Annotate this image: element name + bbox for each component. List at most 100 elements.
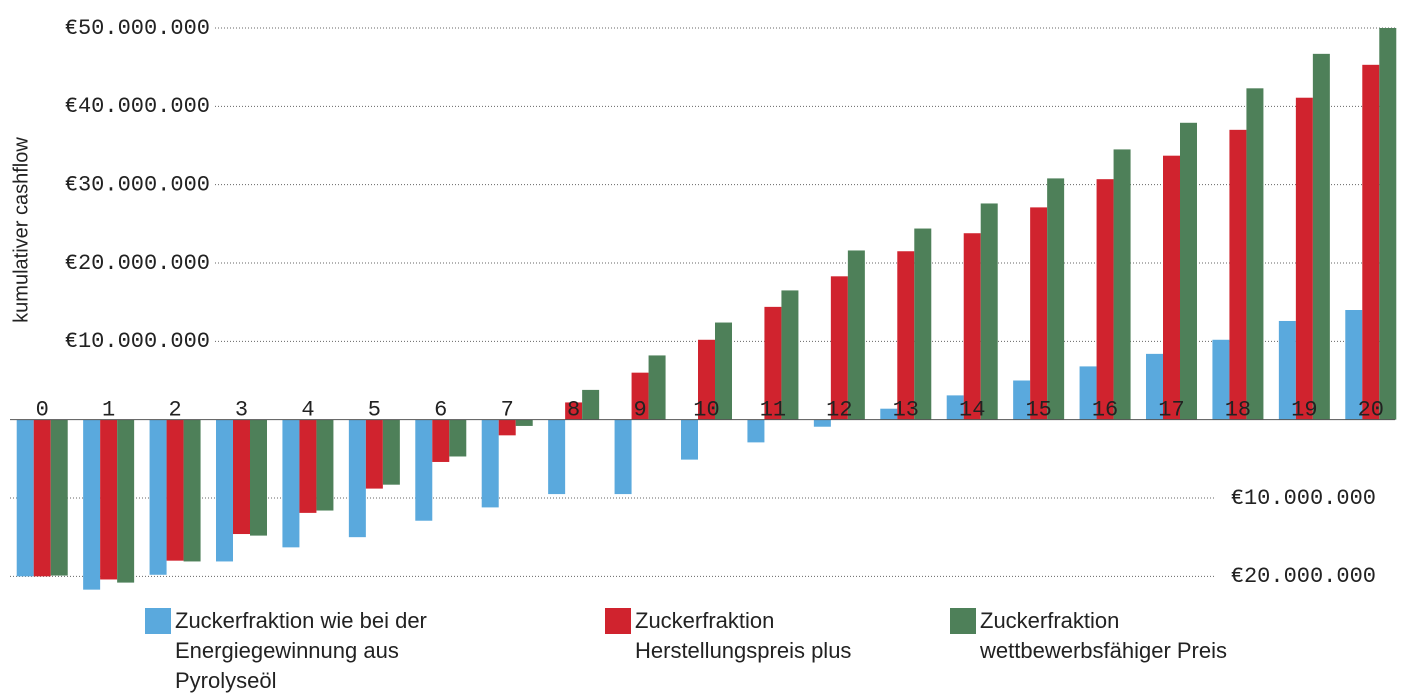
x-tick-label: 3 bbox=[235, 397, 248, 422]
bar bbox=[1362, 64, 1380, 420]
bar bbox=[515, 419, 533, 426]
y-tick-label: €10.000.000 bbox=[1231, 486, 1376, 511]
legend-swatch bbox=[605, 608, 631, 634]
bar bbox=[1146, 353, 1163, 420]
bar bbox=[631, 372, 649, 420]
bar bbox=[1079, 366, 1097, 420]
bar bbox=[880, 408, 898, 420]
legend-swatch bbox=[950, 608, 976, 634]
bar bbox=[432, 419, 450, 462]
bar bbox=[1030, 207, 1048, 420]
bar bbox=[1113, 149, 1131, 420]
bar bbox=[1312, 53, 1330, 420]
bar bbox=[897, 251, 915, 420]
bar bbox=[1212, 339, 1230, 420]
bar bbox=[914, 228, 932, 420]
y-tick-label: €40.000.000 bbox=[65, 94, 210, 119]
bar bbox=[282, 419, 300, 548]
bar bbox=[481, 419, 499, 508]
bar bbox=[183, 419, 201, 562]
bar bbox=[1180, 122, 1197, 420]
y-tick-label: €50.000.000 bbox=[65, 16, 210, 41]
bar bbox=[946, 395, 964, 420]
legend-swatch bbox=[145, 608, 171, 634]
y-tick-label: €10.000.000 bbox=[65, 329, 210, 354]
legend-item: Zuckerfraktion wie bei der Energiegewinn… bbox=[145, 606, 475, 696]
bar bbox=[1013, 380, 1031, 420]
x-tick-label: 2 bbox=[168, 397, 181, 422]
bar bbox=[548, 419, 566, 495]
y-tick-label: €30.000.000 bbox=[65, 172, 210, 197]
x-tick-label: 18 bbox=[1225, 397, 1251, 422]
y-tick-label: €20.000.000 bbox=[1231, 564, 1376, 589]
bar bbox=[963, 233, 981, 420]
x-tick-label: 8 bbox=[567, 397, 580, 422]
x-tick-label: 1 bbox=[102, 397, 115, 422]
bar bbox=[100, 419, 118, 580]
x-tick-label: 16 bbox=[1092, 397, 1118, 422]
bar bbox=[698, 339, 715, 420]
bar bbox=[648, 355, 666, 420]
y-tick-label: €20.000.000 bbox=[65, 251, 210, 276]
bar bbox=[781, 290, 799, 420]
x-tick-label: 10 bbox=[693, 397, 719, 422]
x-tick-label: 9 bbox=[633, 397, 646, 422]
legend-label: Zuckerfraktion wettbewerbsfähiger Preis bbox=[980, 608, 1228, 663]
bar bbox=[216, 419, 233, 562]
x-tick-label: 20 bbox=[1358, 397, 1384, 422]
bar bbox=[149, 419, 167, 575]
bar bbox=[1246, 88, 1264, 420]
x-tick-label: 5 bbox=[368, 397, 381, 422]
legend-item: Zuckerfraktion Herstellungspreis plus bbox=[605, 606, 935, 666]
bar bbox=[1278, 320, 1296, 420]
x-tick-label: 19 bbox=[1291, 397, 1317, 422]
bar bbox=[415, 419, 433, 521]
x-tick-label: 7 bbox=[501, 397, 514, 422]
bar bbox=[299, 419, 317, 513]
x-tick-label: 6 bbox=[434, 397, 447, 422]
bar bbox=[715, 322, 732, 420]
bar bbox=[1229, 129, 1247, 420]
chart: kumulativer cashflow €20.000.000 €10.000.… bbox=[10, 16, 1397, 590]
bar bbox=[980, 203, 998, 420]
bar bbox=[614, 419, 632, 495]
bar bbox=[764, 306, 782, 420]
bar bbox=[117, 419, 135, 583]
x-tick-label: 15 bbox=[1025, 397, 1051, 422]
bar bbox=[498, 419, 516, 436]
bar bbox=[316, 419, 334, 511]
x-tick-label: 17 bbox=[1158, 397, 1184, 422]
bar bbox=[1345, 310, 1363, 420]
y-axis-label: kumulativer cashflow bbox=[10, 137, 32, 323]
bar bbox=[1047, 178, 1065, 420]
bar bbox=[582, 389, 600, 420]
bar bbox=[348, 419, 366, 538]
bar bbox=[83, 419, 101, 590]
bar bbox=[382, 419, 400, 485]
bar bbox=[565, 402, 583, 420]
bar bbox=[830, 276, 848, 420]
bar bbox=[50, 419, 68, 576]
bar bbox=[847, 250, 865, 420]
bar bbox=[365, 419, 383, 489]
bar bbox=[1096, 179, 1114, 420]
x-tick-label: 12 bbox=[826, 397, 852, 422]
bar bbox=[747, 419, 765, 443]
x-tick-label: 13 bbox=[893, 397, 919, 422]
bar bbox=[1295, 97, 1313, 420]
bar bbox=[233, 419, 250, 535]
page: {"chart_data": {"type": "bar", "y_label"… bbox=[10, 15, 1397, 693]
bar bbox=[33, 419, 51, 577]
x-tick-label: 11 bbox=[760, 397, 786, 422]
bar bbox=[16, 419, 34, 577]
bar bbox=[250, 419, 267, 536]
bar bbox=[813, 419, 831, 427]
x-tick-label: 14 bbox=[959, 397, 985, 422]
x-tick-label: 0 bbox=[36, 397, 49, 422]
bar bbox=[1163, 155, 1180, 420]
x-tick-label: 4 bbox=[301, 397, 314, 422]
bar bbox=[681, 419, 698, 460]
legend-label: Zuckerfraktion wie bei der Energiegewinn… bbox=[175, 608, 427, 693]
bar bbox=[1379, 28, 1397, 420]
bar bbox=[166, 419, 184, 561]
